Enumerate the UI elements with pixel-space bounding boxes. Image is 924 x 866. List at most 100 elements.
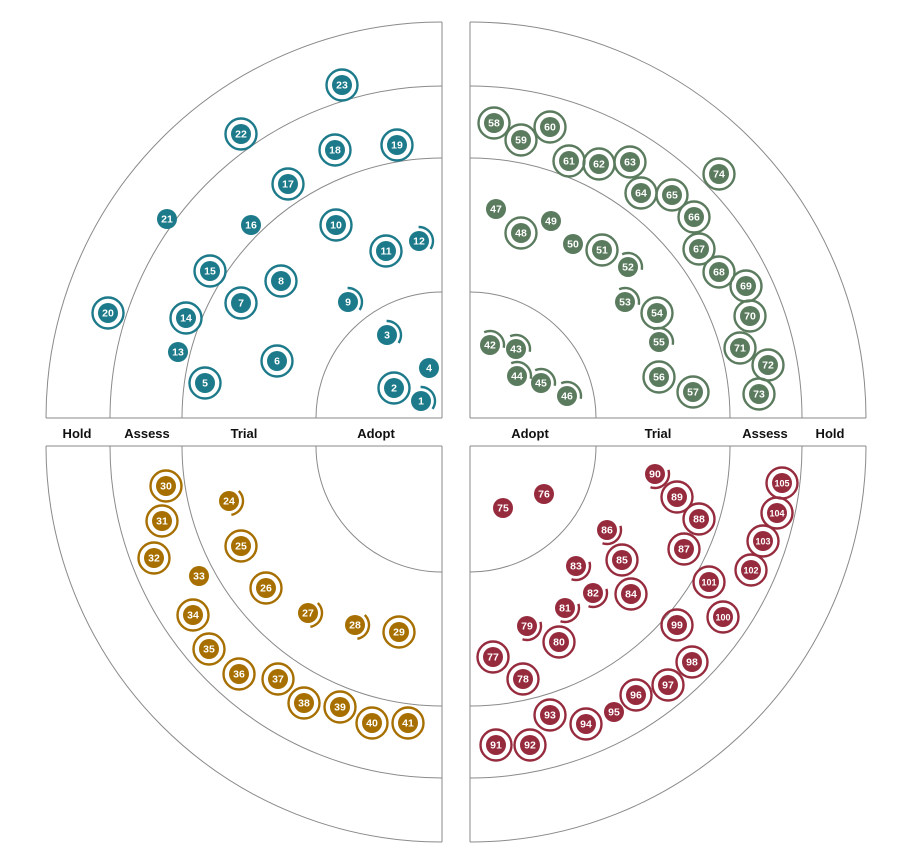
blip-15[interactable]: 15 bbox=[193, 254, 227, 288]
blip-79[interactable]: 79 bbox=[517, 616, 543, 642]
blip-18[interactable]: 18 bbox=[318, 133, 352, 167]
blip-29[interactable]: 29 bbox=[382, 615, 416, 649]
blip-28[interactable]: 28 bbox=[345, 614, 371, 640]
blip-51[interactable]: 51 bbox=[585, 233, 619, 267]
blip-83[interactable]: 83 bbox=[566, 556, 592, 582]
blip-24[interactable]: 24 bbox=[219, 490, 245, 516]
blip-76[interactable]: 76 bbox=[534, 484, 554, 504]
blip-71[interactable]: 71 bbox=[723, 331, 757, 365]
blip-101[interactable]: 101 bbox=[692, 565, 726, 599]
blip-21[interactable]: 21 bbox=[157, 209, 177, 229]
blip-25[interactable]: 25 bbox=[224, 529, 258, 563]
blip-100[interactable]: 100 bbox=[706, 600, 740, 634]
blip-105[interactable]: 105 bbox=[765, 466, 799, 500]
blip-13[interactable]: 13 bbox=[168, 342, 188, 362]
blip-22[interactable]: 22 bbox=[224, 117, 258, 151]
blip-86[interactable]: 86 bbox=[597, 520, 623, 546]
blip-61[interactable]: 61 bbox=[552, 144, 586, 178]
blip-64[interactable]: 64 bbox=[624, 176, 658, 210]
blip-7[interactable]: 7 bbox=[224, 286, 258, 320]
blip-1[interactable]: 1 bbox=[411, 385, 437, 411]
blip-35[interactable]: 35 bbox=[192, 632, 226, 666]
blip-12[interactable]: 12 bbox=[409, 225, 435, 251]
blip-39[interactable]: 39 bbox=[323, 690, 357, 724]
blip-89[interactable]: 89 bbox=[660, 480, 694, 514]
blip-20[interactable]: 20 bbox=[91, 296, 125, 330]
blip-14[interactable]: 14 bbox=[169, 301, 203, 335]
blip-90[interactable]: 90 bbox=[645, 464, 671, 490]
blip-27[interactable]: 27 bbox=[298, 602, 324, 628]
blip-77[interactable]: 77 bbox=[476, 640, 510, 674]
blip-9[interactable]: 9 bbox=[338, 286, 364, 312]
blip-92[interactable]: 92 bbox=[513, 728, 547, 762]
blip-45[interactable]: 45 bbox=[531, 367, 557, 393]
blip-42[interactable]: 42 bbox=[480, 329, 506, 355]
blip-10[interactable]: 10 bbox=[319, 208, 353, 242]
blip-68[interactable]: 68 bbox=[702, 255, 736, 289]
blip-6[interactable]: 6 bbox=[260, 344, 294, 378]
blip-47[interactable]: 47 bbox=[486, 199, 506, 219]
blip-66[interactable]: 66 bbox=[677, 200, 711, 234]
blip-43[interactable]: 43 bbox=[506, 333, 532, 359]
blip-37[interactable]: 37 bbox=[261, 662, 295, 696]
blip-4[interactable]: 4 bbox=[419, 358, 439, 378]
blip-85[interactable]: 85 bbox=[605, 543, 639, 577]
blip-73[interactable]: 73 bbox=[742, 377, 776, 411]
blip-72[interactable]: 72 bbox=[751, 348, 785, 382]
blip-54[interactable]: 54 bbox=[640, 296, 674, 330]
blip-40[interactable]: 40 bbox=[355, 706, 389, 740]
blip-94[interactable]: 94 bbox=[569, 707, 603, 741]
blip-102[interactable]: 102 bbox=[734, 553, 768, 587]
blip-91[interactable]: 91 bbox=[479, 728, 513, 762]
blip-63[interactable]: 63 bbox=[613, 145, 647, 179]
blip-53[interactable]: 53 bbox=[615, 286, 641, 312]
blip-65[interactable]: 65 bbox=[655, 178, 689, 212]
blip-67[interactable]: 67 bbox=[682, 232, 716, 266]
blip-69[interactable]: 69 bbox=[729, 269, 763, 303]
blip-41[interactable]: 41 bbox=[391, 706, 425, 740]
blip-88[interactable]: 88 bbox=[682, 502, 716, 536]
blip-87[interactable]: 87 bbox=[667, 532, 701, 566]
blip-5[interactable]: 5 bbox=[188, 366, 222, 400]
blip-95[interactable]: 95 bbox=[604, 702, 624, 722]
blip-84[interactable]: 84 bbox=[614, 577, 648, 611]
blip-103[interactable]: 103 bbox=[746, 524, 780, 558]
blip-30[interactable]: 30 bbox=[149, 469, 183, 503]
blip-46[interactable]: 46 bbox=[557, 380, 583, 406]
blip-23[interactable]: 23 bbox=[325, 68, 359, 102]
blip-82[interactable]: 82 bbox=[583, 583, 609, 609]
blip-17[interactable]: 17 bbox=[271, 167, 305, 201]
blip-81[interactable]: 81 bbox=[555, 598, 581, 624]
blip-52[interactable]: 52 bbox=[618, 251, 644, 277]
blip-56[interactable]: 56 bbox=[642, 360, 676, 394]
blip-55[interactable]: 55 bbox=[649, 326, 675, 352]
blip-32[interactable]: 32 bbox=[137, 541, 171, 575]
blip-99[interactable]: 99 bbox=[660, 608, 694, 642]
blip-97[interactable]: 97 bbox=[651, 668, 685, 702]
blip-57[interactable]: 57 bbox=[676, 375, 710, 409]
blip-33[interactable]: 33 bbox=[189, 566, 209, 586]
blip-31[interactable]: 31 bbox=[145, 504, 179, 538]
blip-34[interactable]: 34 bbox=[176, 598, 210, 632]
blip-2[interactable]: 2 bbox=[377, 371, 411, 405]
blip-19[interactable]: 19 bbox=[380, 128, 414, 162]
blip-49[interactable]: 49 bbox=[541, 211, 561, 231]
blip-26[interactable]: 26 bbox=[249, 571, 283, 605]
blip-50[interactable]: 50 bbox=[563, 234, 583, 254]
blip-62[interactable]: 62 bbox=[582, 147, 616, 181]
blip-60[interactable]: 60 bbox=[533, 110, 567, 144]
blip-36[interactable]: 36 bbox=[222, 657, 256, 691]
blip-104[interactable]: 104 bbox=[760, 496, 794, 530]
blip-59[interactable]: 59 bbox=[504, 123, 538, 157]
blip-38[interactable]: 38 bbox=[287, 686, 321, 720]
blip-75[interactable]: 75 bbox=[493, 498, 513, 518]
blip-8[interactable]: 8 bbox=[264, 264, 298, 298]
blip-80[interactable]: 80 bbox=[542, 625, 576, 659]
blip-11[interactable]: 11 bbox=[369, 234, 403, 268]
blip-98[interactable]: 98 bbox=[675, 645, 709, 679]
blip-96[interactable]: 96 bbox=[619, 678, 653, 712]
blip-58[interactable]: 58 bbox=[477, 106, 511, 140]
blip-44[interactable]: 44 bbox=[507, 360, 533, 386]
blip-74[interactable]: 74 bbox=[702, 157, 736, 191]
blip-16[interactable]: 16 bbox=[241, 215, 261, 235]
